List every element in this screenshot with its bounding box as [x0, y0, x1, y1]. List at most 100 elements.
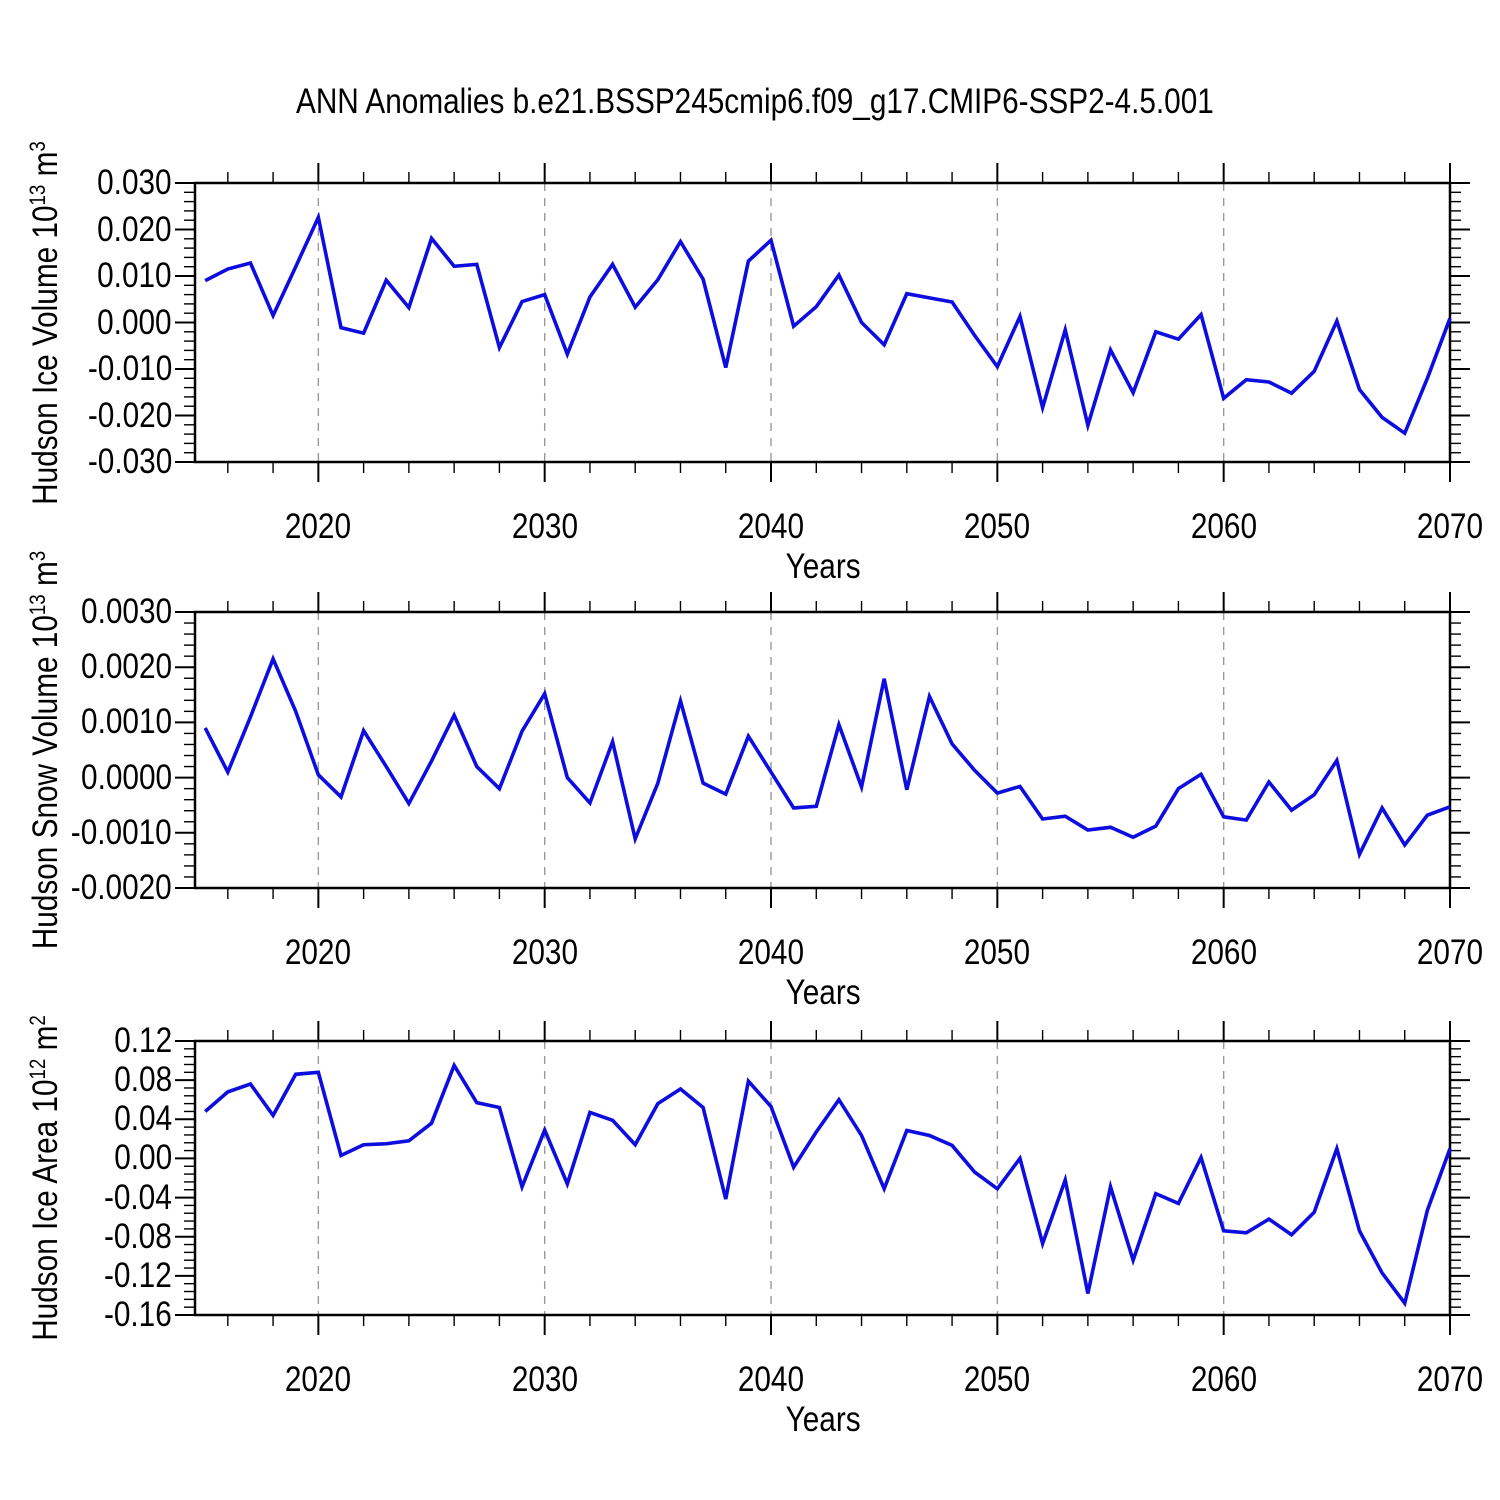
y-tick-label-text: -0.04	[104, 1178, 172, 1217]
y-tick-label: 0.000	[0, 302, 172, 344]
y-tick-label-text: 0.04	[114, 1099, 172, 1138]
y-tick-label: -0.010	[0, 348, 172, 390]
y-axis-title-unit: m	[26, 1025, 66, 1059]
x-axis-caption-text: Years	[785, 973, 861, 1012]
x-axis-caption: Years	[743, 546, 903, 588]
y-tick-label-text: -0.020	[87, 396, 172, 435]
y-tick-label-text: 0.00	[114, 1138, 172, 1177]
x-tick-label: 2050	[917, 932, 1077, 974]
y-tick-label: -0.16	[0, 1294, 172, 1336]
x-tick-label-text: 2060	[1190, 933, 1258, 972]
y-axis-title-exponent: 13	[25, 594, 50, 616]
y-tick-label: 0.04	[0, 1098, 172, 1140]
y-tick-label: 0.020	[0, 209, 172, 251]
chart-frame	[193, 610, 1452, 890]
y-tick-label: -0.12	[0, 1255, 172, 1297]
y-tick-label-text: 0.030	[97, 163, 172, 202]
x-tick-label: 2020	[238, 506, 398, 548]
data-line-series	[203, 654, 1451, 860]
y-tick-label: -0.0010	[0, 812, 172, 854]
y-tick-label-text: -0.0010	[71, 813, 172, 852]
x-tick-label: 2040	[691, 1359, 851, 1401]
y-axis-title-unit-exponent: 3	[25, 550, 50, 562]
x-tick-label: 2020	[238, 1359, 398, 1401]
y-tick-label: -0.04	[0, 1177, 172, 1219]
y-tick-label: -0.020	[0, 395, 172, 437]
x-tick-label: 2060	[1144, 932, 1304, 974]
x-tick-label: 2030	[465, 932, 625, 974]
x-tick-label-text: 2020	[284, 933, 352, 972]
x-axis-caption: Years	[743, 1399, 903, 1441]
y-axis-title-text: Hudson Ice Volume 10	[26, 205, 66, 505]
x-tick-label-text: 2070	[1416, 507, 1484, 546]
y-tick-label: 0.0030	[0, 591, 172, 633]
data-line-series	[204, 1061, 1452, 1308]
y-tick-label-text: -0.030	[87, 442, 172, 481]
x-tick-label-text: 2060	[1190, 507, 1258, 546]
x-tick-label: 2050	[917, 1359, 1077, 1401]
y-tick-label: -0.0020	[0, 867, 172, 909]
y-axis-title: Hudson Ice Area 1012 m2	[15, 923, 65, 1433]
y-axis-title-exponent: 13	[25, 184, 50, 206]
x-tick-label-text: 2030	[511, 507, 579, 546]
x-tick-label: 2030	[465, 506, 625, 548]
x-tick-label-text: 2050	[963, 1360, 1031, 1399]
x-tick-label: 2060	[1144, 1359, 1304, 1401]
y-axis-title-unit-exponent: 3	[25, 141, 50, 152]
x-tick-label: 2070	[1370, 1359, 1500, 1401]
x-tick-label: 2030	[465, 1359, 625, 1401]
x-axis-caption: Years	[743, 972, 903, 1014]
x-tick-label-text: 2050	[963, 933, 1031, 972]
x-tick-label-text: 2030	[511, 1360, 579, 1399]
y-tick-label: 0.0020	[0, 646, 172, 688]
figure-title-text: ANN Anomalies b.e21.BSSP245cmip6.f09_g17…	[296, 82, 1214, 121]
x-axis-caption-text: Years	[785, 1400, 861, 1439]
data-line-series	[204, 211, 1452, 436]
y-tick-label-text: 0.0020	[80, 647, 172, 686]
x-tick-label-text: 2040	[737, 933, 805, 972]
y-tick-label-text: -0.08	[104, 1217, 172, 1256]
y-axis-title-text: Hudson Ice Area 10	[26, 1079, 66, 1341]
x-tick-label-text: 2060	[1190, 1360, 1258, 1399]
chart-frame	[193, 1039, 1452, 1317]
x-axis-caption-text: Years	[785, 547, 861, 586]
x-tick-label-text: 2020	[284, 1360, 352, 1399]
x-tick-label-text: 2050	[963, 507, 1031, 546]
y-tick-label: 0.00	[0, 1137, 172, 1179]
y-tick-label-text: -0.12	[104, 1256, 172, 1295]
chart-frame	[193, 181, 1452, 464]
y-tick-label: 0.12	[0, 1020, 172, 1062]
x-tick-label: 2040	[691, 506, 851, 548]
y-tick-label: 0.010	[0, 255, 172, 297]
x-tick-label: 2070	[1370, 506, 1500, 548]
x-tick-label: 2070	[1370, 932, 1500, 974]
y-axis-title-exponent: 12	[25, 1058, 50, 1080]
y-tick-label-text: 0.010	[97, 256, 172, 295]
y-axis-title-unit-exponent: 2	[25, 1015, 50, 1026]
y-tick-label: 0.030	[0, 162, 172, 204]
y-tick-label-text: 0.0000	[80, 758, 172, 797]
y-tick-label: -0.030	[0, 441, 172, 483]
y-tick-label-text: 0.020	[97, 210, 172, 249]
x-tick-label-text: 2040	[737, 1360, 805, 1399]
y-tick-label: 0.08	[0, 1059, 172, 1101]
y-axis-title-unit: m	[26, 561, 66, 595]
y-tick-label-text: 0.0030	[80, 592, 172, 631]
y-tick-label-text: 0.08	[114, 1060, 172, 1099]
x-tick-label: 2020	[238, 932, 398, 974]
y-axis-title-unit: m	[26, 151, 66, 185]
y-tick-label: 0.0000	[0, 757, 172, 799]
x-tick-label-text: 2040	[737, 507, 805, 546]
y-tick-label-text: 0.12	[114, 1021, 172, 1060]
x-tick-label: 2040	[691, 932, 851, 974]
y-axis-title-text: Hudson Snow Volume 10	[26, 615, 66, 950]
y-tick-label-text: -0.0020	[71, 868, 172, 907]
figure-title: ANN Anomalies b.e21.BSSP245cmip6.f09_g17…	[0, 82, 1500, 122]
y-tick-label: 0.0010	[0, 701, 172, 743]
y-tick-label-text: 0.0010	[80, 702, 172, 741]
y-tick-label-text: -0.010	[87, 349, 172, 388]
y-tick-label-text: -0.16	[104, 1295, 172, 1334]
x-tick-label: 2050	[917, 506, 1077, 548]
